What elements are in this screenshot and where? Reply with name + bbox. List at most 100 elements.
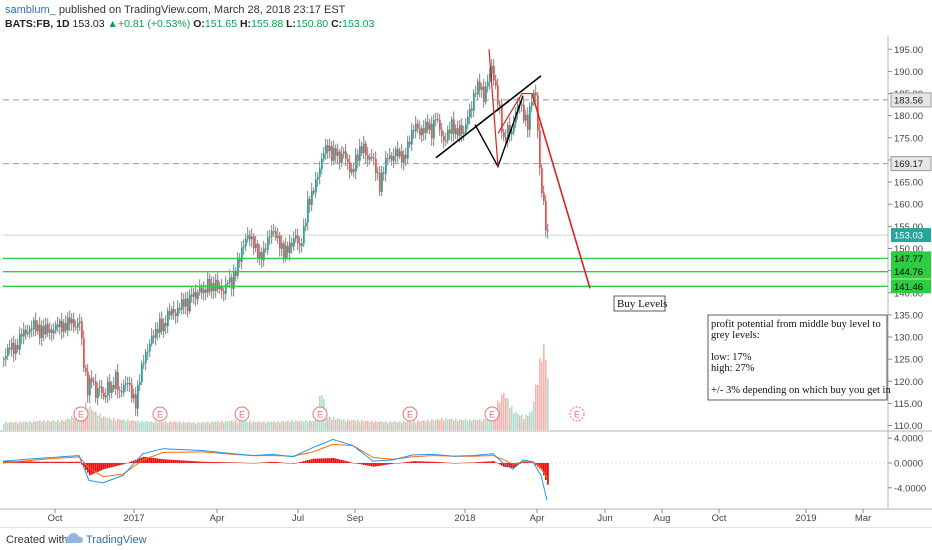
- candle-body: [541, 168, 543, 193]
- candle-body: [441, 130, 443, 136]
- volume-bar: [311, 420, 313, 430]
- macd-histogram-bar: [53, 461, 55, 463]
- volume-bar: [479, 419, 481, 430]
- macd-histogram-bar: [449, 462, 451, 464]
- macd-histogram-bar: [489, 461, 491, 463]
- time-tick-label: Mar: [855, 513, 871, 524]
- open-value: 151.65: [204, 18, 238, 30]
- volume-bar: [331, 419, 333, 430]
- macd-histogram-bar: [39, 461, 41, 463]
- volume-bar: [279, 422, 281, 430]
- volume-bar: [529, 412, 531, 430]
- macd-histogram-bar: [337, 459, 339, 463]
- macd-histogram-bar: [83, 463, 85, 468]
- volume-bar: [423, 420, 425, 430]
- volume-bar: [173, 421, 175, 430]
- volume-bar: [71, 416, 73, 430]
- macd-histogram-bar: [125, 463, 127, 464]
- level-tag: [890, 156, 932, 172]
- volume-bar: [41, 421, 43, 430]
- volume-bar: [185, 422, 187, 430]
- macd-histogram-bar: [233, 462, 235, 463]
- macd-histogram-bar: [269, 462, 271, 463]
- candle-body: [399, 151, 401, 157]
- author-link[interactable]: samblum_: [5, 4, 56, 16]
- symbol-label[interactable]: BATS:FB, 1D: [5, 18, 70, 30]
- volume-bar: [97, 415, 99, 430]
- volume-bar: [217, 421, 219, 430]
- macd-histogram-bar: [97, 463, 99, 472]
- macd-histogram-bar: [465, 462, 467, 464]
- macd-histogram-bar: [47, 461, 49, 463]
- macd-histogram-bar: [543, 463, 545, 476]
- volume-bar: [255, 421, 257, 430]
- candle-body: [233, 272, 235, 289]
- candle-body: [149, 343, 151, 352]
- volume-bar: [307, 421, 309, 430]
- macd-histogram-bar: [67, 461, 69, 463]
- volume-bar: [387, 423, 389, 430]
- volume-bar: [475, 420, 477, 430]
- macd-histogram-bar: [215, 462, 217, 463]
- candle-body: [187, 298, 189, 312]
- volume-bar: [439, 420, 441, 430]
- candle-body: [387, 157, 389, 159]
- candle-body: [205, 289, 207, 293]
- tradingview-brand-link[interactable]: TradingView: [86, 534, 147, 546]
- volume-bar: [487, 414, 489, 430]
- macd-histogram-bar: [169, 459, 171, 463]
- candle-body: [145, 352, 147, 363]
- note-line: low: 17%: [711, 352, 752, 363]
- volume-bar: [215, 421, 217, 430]
- volume-bar: [29, 420, 31, 430]
- macd-histogram-bar: [87, 463, 89, 473]
- macd-histogram-bar: [315, 458, 317, 463]
- volume-bar: [149, 421, 151, 430]
- candle-body: [357, 154, 359, 161]
- volume-bar: [539, 358, 541, 430]
- volume-bar: [47, 420, 49, 430]
- time-tick-label: 2017: [123, 513, 144, 524]
- earnings-marker-icon: [152, 406, 168, 422]
- volume-bar: [23, 421, 25, 430]
- volume-bar: [119, 419, 121, 430]
- note-box: [707, 314, 888, 401]
- macd-histogram-bar: [453, 463, 455, 464]
- high-label: H:: [239, 18, 252, 30]
- quote-line: BATS:FB, 1D 153.03 ▲+0.81 (+0.53%) O:151…: [5, 18, 374, 30]
- candle-body: [487, 81, 489, 87]
- macd-histogram-bar: [487, 461, 489, 463]
- macd-histogram-bar: [377, 463, 379, 467]
- volume-bar: [15, 421, 17, 430]
- macd-histogram-bar: [129, 462, 131, 463]
- macd-histogram-bar: [49, 461, 51, 463]
- macd-histogram-bar: [491, 461, 493, 463]
- volume-bar: [525, 414, 527, 430]
- volume-bar: [383, 422, 385, 430]
- price-chart[interactable]: 195.00190.00185.00180.00175.00170.00165.…: [0, 0, 932, 528]
- volume-bar: [245, 420, 247, 430]
- candle-body: [195, 292, 197, 299]
- candle-body: [49, 329, 51, 333]
- volume-bar: [513, 413, 515, 430]
- macd-histogram-bar: [103, 463, 105, 470]
- macd-histogram-bar: [355, 463, 357, 464]
- volume-bar: [509, 408, 511, 430]
- volume-bar: [151, 421, 153, 430]
- macd-histogram-bar: [183, 460, 185, 463]
- macd-histogram-bar: [115, 463, 117, 467]
- macd-histogram-bar: [163, 459, 165, 463]
- volume-bar: [91, 410, 93, 430]
- volume-bar: [407, 421, 409, 430]
- macd-histogram-bar: [431, 461, 433, 463]
- volume-bar: [13, 422, 15, 430]
- candle-body: [543, 192, 545, 201]
- candle-body: [289, 242, 291, 253]
- volume-bar: [99, 413, 101, 430]
- high-value: 155.88: [251, 18, 284, 30]
- candle-body: [473, 93, 475, 111]
- candle-body: [277, 235, 279, 239]
- last-price-tag: [891, 228, 931, 243]
- macd-histogram-bar: [239, 462, 241, 464]
- macd-histogram-bar: [405, 462, 407, 463]
